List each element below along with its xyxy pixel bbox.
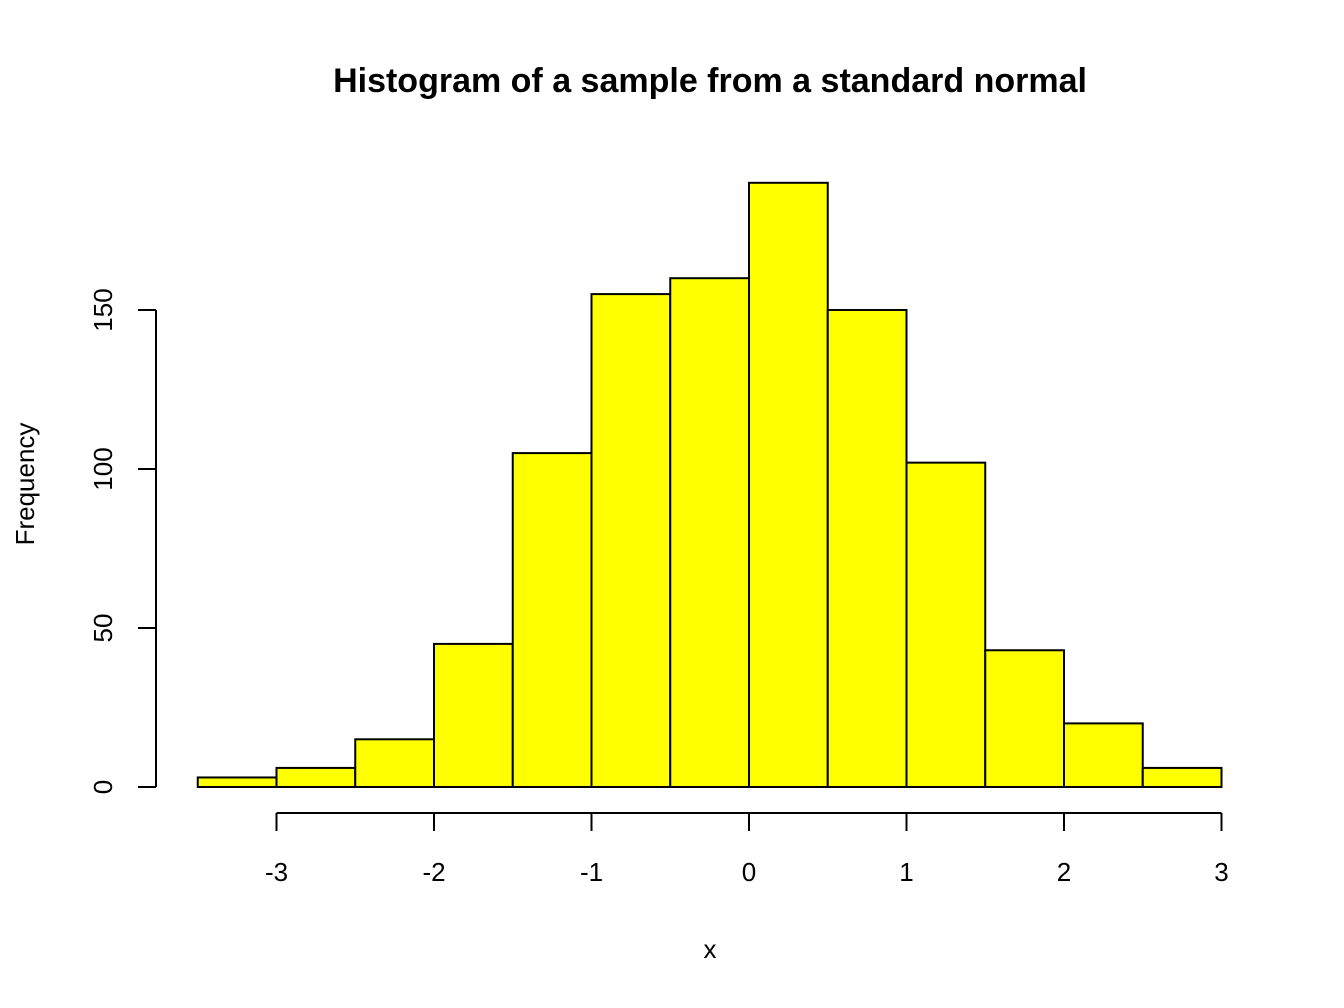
chart-title: Histogram of a sample from a standard no…: [333, 62, 1087, 100]
histogram-bar: [826, 309, 908, 788]
histogram-bar: [590, 293, 672, 788]
x-tick-label: -1: [580, 857, 603, 887]
x-axis-ticks: -3 -2 -1 0 1 2 3: [265, 813, 1229, 887]
histogram-bar: [354, 738, 435, 788]
histogram-bar: [196, 776, 278, 789]
y-tick-label: 100: [88, 447, 118, 490]
histogram-bar: [511, 452, 593, 788]
y-axis-label: Frequency: [10, 423, 40, 546]
y-tick-label: 150: [88, 288, 118, 331]
x-tick-label: 2: [1057, 857, 1071, 887]
histogram-bar: [1141, 766, 1223, 788]
x-tick-label: 0: [742, 857, 756, 887]
y-axis-ticks: 0 50 100 150: [88, 288, 156, 794]
y-tick-label: 50: [88, 614, 118, 643]
histogram-bar: [1063, 722, 1144, 789]
histogram-bar: [905, 461, 987, 788]
histogram-bar: [748, 181, 829, 789]
histogram-bar: [984, 649, 1065, 789]
histogram-bar: [275, 766, 357, 788]
x-tick-label: -2: [422, 857, 445, 887]
histogram-bar: [433, 642, 514, 789]
histogram-bar: [669, 277, 750, 788]
x-tick-label: 3: [1214, 857, 1228, 887]
y-tick-label: 0: [88, 780, 118, 794]
x-axis-label: x: [704, 934, 717, 964]
bars-group: [196, 181, 1223, 789]
x-tick-label: 1: [899, 857, 913, 887]
x-tick-label: -3: [265, 857, 288, 887]
